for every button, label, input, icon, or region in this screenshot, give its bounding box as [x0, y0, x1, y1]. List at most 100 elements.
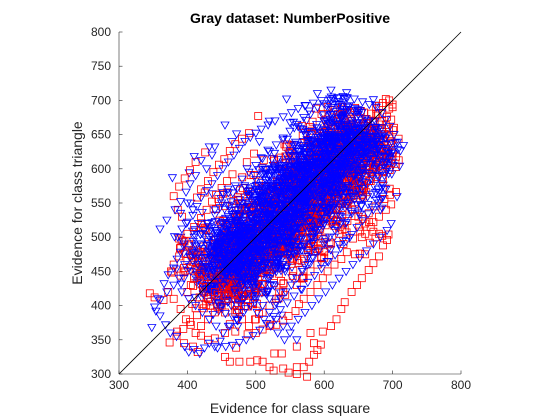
triangle-marker — [303, 176, 314, 185]
triangle-marker — [308, 254, 318, 263]
triangle-marker — [254, 247, 264, 256]
triangle-marker — [288, 185, 298, 195]
triangle-marker — [260, 200, 270, 210]
square-marker — [202, 205, 211, 214]
square-marker — [245, 322, 253, 331]
triangle-marker — [189, 153, 199, 162]
square-marker — [323, 267, 332, 276]
triangle-marker — [182, 218, 193, 228]
triangle-marker — [273, 329, 283, 338]
triangle-marker — [398, 142, 409, 151]
triangle-marker — [336, 114, 346, 124]
triangle-marker — [153, 295, 163, 304]
triangle-marker — [309, 272, 320, 281]
square-marker — [369, 259, 378, 268]
square-marker — [180, 249, 189, 258]
triangle-marker — [304, 167, 314, 177]
triangle-marker — [231, 315, 242, 325]
y-tick-label: 800 — [91, 25, 111, 39]
triangle-marker — [341, 267, 351, 277]
triangle-marker — [254, 257, 264, 266]
triangle-marker — [335, 174, 345, 184]
square-marker — [288, 256, 296, 265]
triangle-marker — [371, 160, 382, 169]
triangle-marker — [222, 271, 232, 280]
triangle-marker — [335, 244, 346, 253]
triangle-marker — [285, 163, 295, 172]
triangle-marker — [218, 189, 228, 198]
triangle-marker — [311, 218, 322, 227]
triangle-marker — [199, 344, 210, 353]
square-marker — [193, 348, 202, 357]
triangle-marker — [283, 251, 293, 260]
triangle-marker — [222, 220, 232, 230]
triangle-marker — [328, 95, 339, 104]
triangle-marker — [326, 199, 337, 208]
triangle-marker — [368, 96, 379, 105]
chart-title: Gray dataset: NumberPositive — [190, 10, 390, 26]
y-tick-label: 550 — [91, 196, 111, 210]
triangle-marker — [241, 200, 251, 209]
triangle-marker — [237, 175, 247, 184]
square-marker — [354, 212, 363, 221]
square-marker — [206, 297, 215, 306]
triangle-marker — [316, 198, 326, 207]
triangle-marker — [220, 121, 230, 130]
triangle-marker — [235, 290, 245, 299]
square-marker — [383, 235, 392, 244]
triangle-marker — [290, 226, 300, 235]
triangle-marker — [190, 250, 200, 259]
triangle-marker — [251, 129, 261, 139]
triangle-marker — [286, 281, 297, 290]
triangle-marker — [155, 296, 165, 305]
triangle-marker — [229, 151, 239, 160]
y-tick-label: 350 — [91, 333, 111, 347]
triangle-marker — [311, 157, 321, 166]
triangle-marker — [207, 180, 217, 189]
triangle-marker — [372, 133, 383, 143]
triangle-marker — [296, 162, 306, 172]
triangle-marker — [219, 229, 229, 238]
triangle-marker — [335, 213, 346, 222]
triangle-marker — [354, 180, 364, 189]
triangle-marker — [241, 336, 251, 345]
triangle-marker — [307, 138, 318, 147]
triangle-marker — [292, 336, 302, 345]
triangle-marker — [373, 126, 383, 135]
triangle-marker — [283, 221, 293, 230]
square-marker — [392, 188, 400, 197]
triangle-marker — [346, 207, 357, 217]
square-marker — [190, 274, 199, 283]
triangle-marker — [341, 214, 351, 223]
triangle-marker — [246, 256, 256, 265]
triangle-marker — [305, 150, 315, 159]
triangle-marker — [394, 162, 405, 172]
triangle-marker — [226, 198, 236, 207]
triangle-marker — [231, 217, 241, 226]
triangle-marker — [182, 199, 193, 208]
triangle-marker — [276, 167, 287, 177]
triangle-marker — [218, 258, 228, 268]
triangle-marker — [270, 117, 280, 126]
triangle-marker — [249, 275, 259, 285]
triangle-marker — [264, 148, 275, 157]
triangle-marker — [212, 344, 223, 353]
square-marker — [223, 177, 232, 186]
triangle-marker — [252, 222, 262, 231]
triangle-marker — [184, 295, 194, 304]
square-marker — [175, 244, 184, 253]
square-marker — [279, 364, 288, 373]
triangle-marker — [235, 272, 246, 282]
triangle-marker — [333, 206, 343, 215]
triangle-marker — [259, 288, 269, 297]
triangle-marker — [266, 200, 277, 209]
triangle-marker — [222, 277, 232, 287]
square-marker — [303, 372, 312, 381]
triangle-marker — [357, 166, 367, 175]
triangle-marker — [270, 238, 280, 248]
triangle-marker — [197, 286, 208, 295]
triangle-marker — [211, 322, 221, 331]
triangle-marker — [197, 308, 208, 318]
triangle-marker — [227, 137, 237, 147]
triangle-marker — [344, 142, 354, 151]
